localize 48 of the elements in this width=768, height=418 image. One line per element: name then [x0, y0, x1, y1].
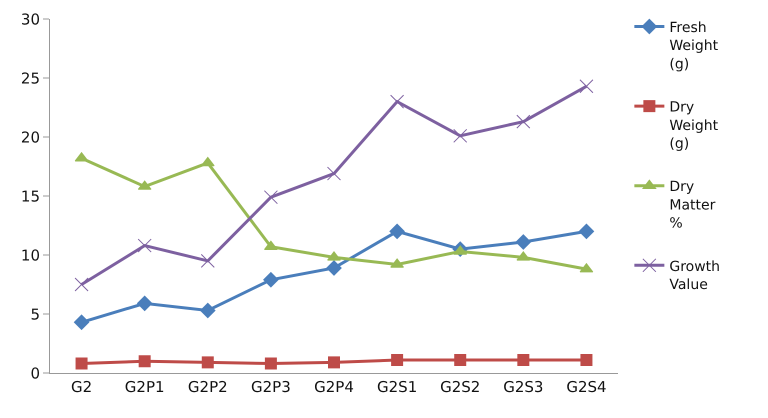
y-tick-label: 30 — [20, 10, 40, 28]
point — [200, 254, 215, 268]
x-tick-label: G2P1 — [124, 378, 165, 396]
point — [74, 278, 89, 292]
point — [579, 79, 594, 94]
point — [516, 234, 531, 250]
x-tick-label: G2S4 — [566, 378, 607, 396]
point — [264, 190, 278, 204]
x-tick-label: G2P2 — [188, 378, 228, 396]
y-tick-label: 15 — [20, 187, 40, 206]
y-tick-label: 0 — [30, 364, 40, 382]
legend-label: Fresh Weight (g) — [669, 20, 719, 72]
point — [202, 356, 214, 368]
point — [263, 272, 279, 288]
point — [326, 260, 342, 276]
point — [517, 354, 530, 366]
x-tick-label: G2S1 — [376, 378, 418, 396]
point — [390, 94, 404, 109]
point — [390, 258, 404, 268]
point — [453, 128, 468, 143]
point — [580, 354, 592, 366]
x-tick-label: G2 — [70, 378, 92, 396]
point — [389, 224, 405, 240]
point — [516, 114, 530, 129]
x-tick-label: G2S3 — [503, 378, 544, 396]
point — [328, 356, 340, 368]
point — [264, 358, 277, 370]
point — [200, 302, 216, 318]
point — [454, 354, 466, 366]
point — [138, 238, 152, 253]
point — [391, 354, 404, 366]
x-tick-label: G2P4 — [314, 378, 354, 396]
y-tick-label: 25 — [20, 69, 40, 88]
x-tick-label: G2P3 — [251, 378, 291, 396]
point — [76, 358, 88, 370]
x-tick-label: G2S2 — [440, 378, 480, 396]
point — [327, 251, 341, 261]
y-tick-label: 10 — [20, 246, 40, 264]
legend-label: Dry Matter % — [669, 179, 716, 232]
point — [138, 355, 151, 368]
legend-label: Dry Weight (g) — [669, 100, 719, 152]
point — [74, 314, 90, 330]
point — [327, 166, 341, 181]
point — [137, 296, 152, 312]
y-tick-label: 5 — [30, 305, 40, 324]
y-tick-label: 20 — [20, 128, 40, 146]
point — [578, 224, 594, 240]
legend-label: Growth Value — [669, 258, 720, 293]
